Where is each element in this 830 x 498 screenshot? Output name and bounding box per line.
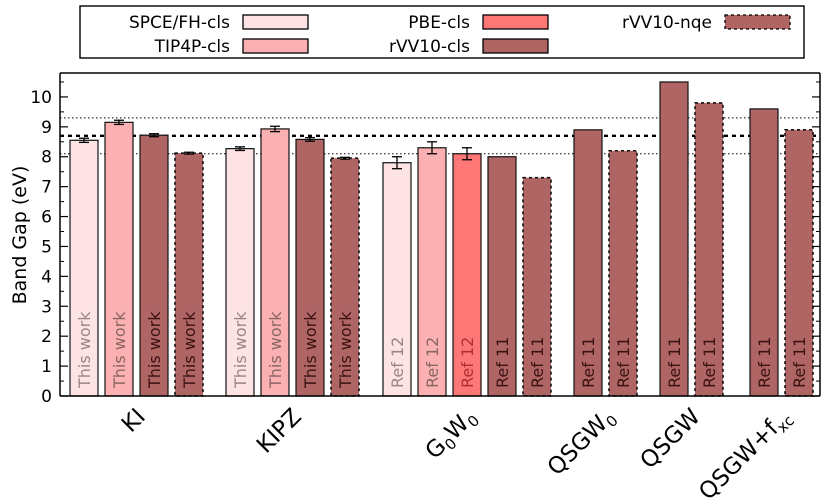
x-category-label: QSGW0 (543, 404, 622, 483)
legend: SPCE/FH-cls TIP4P-cls PBE-cls rVV10-cls rVV1… (79, 5, 805, 59)
y-tick-label: 2 (41, 327, 52, 347)
bar-rvv10-nqe (608, 149, 638, 397)
bar-source-label: This work (336, 311, 355, 389)
bar-source-label: Ref 11 (493, 337, 512, 388)
x-category-label: KIPZ (252, 404, 307, 459)
x-category-label: G0W0 (421, 404, 484, 467)
bar-rvv10-nqe (694, 102, 724, 397)
bar-tip4p-cls (417, 147, 447, 397)
legend-swatch (482, 38, 549, 54)
legend-swatch (482, 14, 549, 30)
bar-source-label: Ref 11 (700, 337, 719, 388)
bar-rvv10-cls (749, 108, 779, 397)
bar-pbe-cls (452, 153, 482, 397)
bar-source-label: Ref 11 (579, 337, 598, 388)
y-tick-label: 9 (41, 118, 52, 138)
bar-source-label: This work (110, 311, 129, 389)
y-tick-label: 10 (30, 88, 52, 108)
y-axis-label: Band Gap (eV) (9, 166, 31, 305)
label-text: QSGW+f (694, 415, 784, 498)
bar-source-label: This work (180, 311, 199, 389)
bar-spce-fh-cls (225, 148, 255, 397)
y-tick-label: 4 (41, 267, 52, 287)
legend-swatch (242, 14, 309, 30)
y-tick-label: 8 (41, 148, 52, 168)
bar-source-label: Ref 12 (458, 337, 477, 388)
bar-source-label: Ref 11 (614, 337, 633, 388)
bar-rvv10-nqe (174, 152, 204, 397)
legend-swatch (242, 38, 309, 54)
bar-rvv10-nqe (784, 129, 814, 397)
x-category-label: KI (117, 404, 151, 438)
y-tick-label: 0 (41, 387, 52, 407)
legend-label: rVV10-cls (389, 37, 470, 57)
legend-label: rVV10-nqe (622, 13, 712, 33)
bar-rvv10-cls (659, 81, 689, 397)
bar-source-label: Ref 11 (755, 337, 774, 388)
bar-source-label: Ref 12 (423, 337, 442, 388)
bar-rvv10-nqe (522, 176, 552, 397)
bar-rvv10-cls (295, 138, 325, 397)
bar-source-label: Ref 12 (388, 337, 407, 388)
bar-source-label: This work (266, 311, 285, 389)
bar-source-label: Ref 11 (528, 337, 547, 388)
label-text: QSGW (636, 404, 706, 474)
legend-label: SPCE/FH-cls (129, 13, 230, 33)
bar-source-label: This work (145, 311, 164, 389)
bar-rvv10-cls (487, 156, 517, 397)
y-tick-label: 1 (41, 357, 52, 377)
y-tick-label: 6 (41, 208, 52, 228)
legend-label: TIP4P-cls (154, 37, 231, 57)
x-category-label: QSGW+fxc (694, 404, 798, 498)
bar-source-label: Ref 11 (665, 337, 684, 388)
legend-label: PBE-cls (408, 13, 470, 33)
legend-swatch (724, 14, 791, 30)
label-text: KIPZ (252, 404, 307, 459)
bar-source-label: This work (231, 311, 250, 389)
bar-rvv10-cls (573, 129, 603, 397)
bar-source-label: Ref 11 (790, 337, 809, 388)
x-category-label: QSGW (636, 404, 706, 474)
bars: This work This work This work This work This… (69, 81, 814, 397)
bar-source-label: This work (301, 311, 320, 389)
y-tick-label: 3 (41, 297, 52, 317)
y-tick-label: 7 (41, 178, 52, 198)
bar-rvv10-nqe (330, 157, 360, 397)
bar-source-label: This work (75, 311, 94, 389)
label-text: KI (117, 404, 151, 438)
label-text: QSGW (543, 411, 613, 481)
legend-box (79, 5, 805, 59)
y-tick-label: 5 (41, 237, 52, 257)
